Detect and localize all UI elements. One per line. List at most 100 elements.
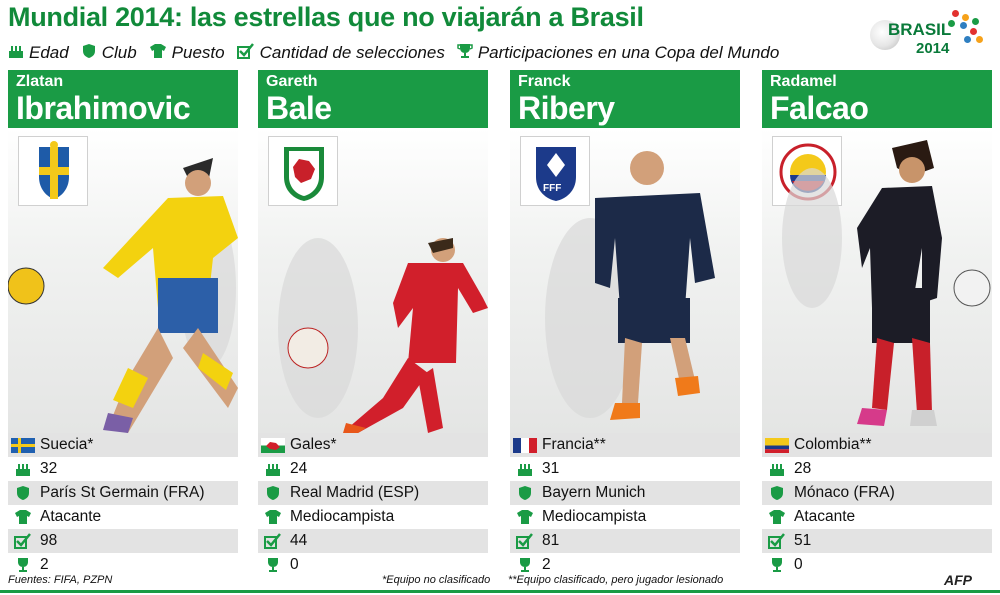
player-photo: FFF — [510, 128, 740, 433]
france-crest-icon: FFF — [520, 136, 590, 206]
player-card-ibrahimovic: Zlatan Ibrahimovic Suecia* — [8, 70, 238, 573]
checkbox-icon — [236, 42, 255, 64]
trophy-icon — [762, 557, 792, 573]
legend-label: Edad — [29, 43, 69, 62]
shirt-icon — [258, 509, 288, 525]
player-name-header: Gareth Bale — [258, 70, 488, 128]
row-caps: 44 — [258, 529, 488, 553]
sources-note: Fuentes: FIFA, PZPN — [8, 574, 113, 586]
sweden-crest-icon — [18, 136, 88, 206]
row-caps: 98 — [8, 529, 238, 553]
row-worldcups: 2 — [510, 553, 740, 577]
player-figure-falcao — [782, 140, 991, 426]
footnote-not-qualified: *Equipo no clasificado — [382, 574, 491, 586]
player-card-falcao: Radamel Falcao Colombia** 28 — [762, 70, 992, 573]
row-position: Atacante — [762, 505, 992, 529]
cake-icon — [8, 461, 38, 477]
player-last-name: Ribery — [518, 90, 615, 126]
logo-word: BRASIL — [888, 20, 952, 39]
player-first-name: Franck — [518, 73, 571, 90]
row-age: 32 — [8, 457, 238, 481]
row-country: Suecia* — [8, 433, 238, 457]
row-age: 28 — [762, 457, 992, 481]
trophy-icon — [457, 43, 473, 64]
row-club: Mónaco (FRA) — [762, 481, 992, 505]
legend-item-age: Edad — [8, 43, 69, 64]
stats-table: Colombia** 28 Mónaco (FRA) Atacante 51 0 — [762, 433, 992, 577]
caps-value: 81 — [542, 532, 560, 549]
shirt-icon — [510, 509, 540, 525]
shirt-icon — [8, 509, 38, 525]
age-value: 28 — [794, 460, 812, 477]
club-value: Mónaco (FRA) — [794, 484, 895, 501]
position-value: Atacante — [40, 508, 102, 525]
legend-item-worldcups: Participaciones en una Copa del Mundo — [457, 43, 779, 64]
player-figure-bale — [278, 238, 488, 433]
row-country: Francia** — [510, 433, 740, 457]
player-last-name: Falcao — [770, 90, 869, 126]
shield-icon — [258, 485, 288, 501]
logo-year: 2014 — [916, 40, 950, 57]
player-first-name: Radamel — [770, 73, 837, 90]
svg-text:FFF: FFF — [543, 183, 561, 194]
checkbox-icon — [258, 533, 288, 549]
row-caps: 51 — [762, 529, 992, 553]
caps-value: 51 — [794, 532, 812, 549]
stats-table: Francia** 31 Bayern Munich Mediocampista… — [510, 433, 740, 577]
legend-label: Club — [101, 43, 137, 62]
legend-item-position: Puesto — [149, 43, 225, 64]
stats-table: Gales* 24 Real Madrid (ESP) Mediocampist… — [258, 433, 488, 577]
page-title: Mundial 2014: las estrellas que no viaja… — [8, 2, 644, 32]
france-flag-icon — [510, 437, 540, 453]
legend-label: Cantidad de selecciones — [259, 43, 445, 62]
player-name-header: Zlatan Ibrahimovic — [8, 70, 238, 128]
player-card-bale: Gareth Bale Gales* 24 — [258, 70, 488, 573]
position-value: Mediocampista — [290, 508, 395, 525]
checkbox-icon — [762, 533, 792, 549]
worldcups-value: 0 — [794, 556, 803, 573]
club-value: París St Germain (FRA) — [40, 484, 205, 501]
player-photo — [762, 128, 992, 433]
legend: Edad Club Puesto Cantidad de selecciones… — [8, 42, 791, 64]
shield-icon — [762, 485, 792, 501]
trophy-icon — [8, 557, 38, 573]
row-worldcups: 0 — [762, 553, 992, 577]
ball-icon — [870, 20, 900, 50]
worldcups-value: 2 — [542, 556, 551, 573]
row-position: Mediocampista — [510, 505, 740, 529]
colombia-flag-icon — [762, 437, 792, 453]
trophy-icon — [258, 557, 288, 573]
checkbox-icon — [8, 533, 38, 549]
wales-crest-icon — [268, 136, 338, 206]
row-club: París St Germain (FRA) — [8, 481, 238, 505]
shield-icon — [8, 485, 38, 501]
trophy-icon — [510, 557, 540, 573]
row-age: 31 — [510, 457, 740, 481]
cake-icon — [258, 461, 288, 477]
player-name-header: Radamel Falcao — [762, 70, 992, 128]
worldcups-value: 2 — [40, 556, 49, 573]
country-value: Gales* — [290, 436, 337, 453]
row-caps: 81 — [510, 529, 740, 553]
legend-label: Puesto — [171, 43, 225, 62]
cake-icon — [762, 461, 792, 477]
club-value: Bayern Munich — [542, 484, 646, 501]
age-value: 24 — [290, 460, 308, 477]
cake-icon — [510, 461, 540, 477]
row-age: 24 — [258, 457, 488, 481]
position-value: Mediocampista — [542, 508, 647, 525]
row-position: Atacante — [8, 505, 238, 529]
wales-flag-icon — [258, 437, 288, 453]
caps-value: 44 — [290, 532, 308, 549]
bottom-divider — [0, 590, 1000, 593]
cake-icon — [8, 43, 24, 64]
row-position: Mediocampista — [258, 505, 488, 529]
position-value: Atacante — [794, 508, 856, 525]
player-first-name: Gareth — [266, 73, 318, 90]
age-value: 32 — [40, 460, 58, 477]
player-photo — [8, 128, 238, 433]
country-value: Suecia* — [40, 436, 94, 453]
stats-table: Suecia* 32 París St Germain (FRA) Atacan… — [8, 433, 238, 577]
player-first-name: Zlatan — [16, 73, 64, 90]
checkbox-icon — [510, 533, 540, 549]
